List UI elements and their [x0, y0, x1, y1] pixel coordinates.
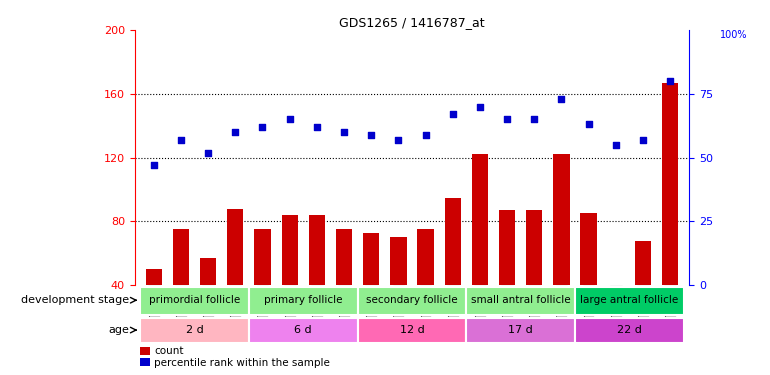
Bar	[467, 318, 575, 344]
Point	[229, 129, 242, 135]
Bar	[467, 287, 575, 315]
Bar	[254, 230, 270, 285]
Text: count: count	[154, 346, 184, 356]
Bar	[608, 285, 624, 288]
Bar	[140, 358, 150, 366]
Point	[310, 124, 323, 130]
Text: small antral follicle: small antral follicle	[470, 295, 571, 305]
Bar	[526, 210, 542, 285]
Point	[256, 124, 269, 130]
Bar	[634, 241, 651, 285]
Point	[202, 150, 214, 156]
Bar	[357, 287, 467, 315]
Text: GSM75720: GSM75720	[448, 287, 457, 336]
Bar	[581, 213, 597, 285]
Text: GSM75730: GSM75730	[611, 287, 621, 336]
Text: GSM75724: GSM75724	[503, 287, 511, 336]
Text: 22 d: 22 d	[617, 325, 642, 335]
Bar	[357, 318, 467, 344]
Text: GSM75727: GSM75727	[557, 287, 566, 336]
Text: GSM75714: GSM75714	[231, 287, 239, 336]
Bar	[499, 210, 515, 285]
Point	[365, 132, 377, 138]
Text: GSM75722: GSM75722	[475, 287, 484, 336]
Bar	[282, 215, 298, 285]
Text: GSM75719: GSM75719	[421, 287, 430, 336]
Point	[420, 132, 432, 138]
Point	[501, 116, 514, 122]
Bar	[146, 269, 162, 285]
Text: 100%: 100%	[720, 30, 747, 40]
Bar	[575, 287, 684, 315]
Bar	[554, 154, 570, 285]
Point	[528, 116, 541, 122]
Bar	[417, 230, 434, 285]
Point	[610, 142, 622, 148]
Text: secondary follicle: secondary follicle	[367, 295, 457, 305]
Text: GSM75725: GSM75725	[530, 287, 539, 336]
Text: GSM74061: GSM74061	[285, 287, 294, 336]
Point	[447, 111, 459, 117]
Bar	[662, 82, 678, 285]
Bar	[390, 237, 407, 285]
Text: GSM75708: GSM75708	[149, 287, 159, 336]
Point	[582, 122, 594, 128]
Text: GSM75712: GSM75712	[203, 287, 213, 336]
Text: large antral follicle: large antral follicle	[581, 295, 678, 305]
Bar	[140, 318, 249, 344]
Bar	[363, 232, 380, 285]
Text: primordial follicle: primordial follicle	[149, 295, 240, 305]
Point	[392, 137, 404, 143]
Bar	[249, 318, 357, 344]
Point	[148, 162, 160, 168]
Point	[283, 116, 296, 122]
Text: 12 d: 12 d	[400, 325, 424, 335]
Text: GSM74062: GSM74062	[313, 287, 321, 336]
Text: GSM75729: GSM75729	[584, 287, 593, 336]
Bar	[309, 215, 325, 285]
Bar	[249, 287, 357, 315]
Text: age: age	[109, 325, 129, 335]
Text: 2 d: 2 d	[186, 325, 203, 335]
Bar	[444, 198, 461, 285]
Text: GSM75717: GSM75717	[394, 287, 403, 336]
Point	[664, 78, 676, 84]
Text: percentile rank within the sample: percentile rank within the sample	[154, 357, 330, 368]
Point	[175, 137, 187, 143]
Text: 17 d: 17 d	[508, 325, 533, 335]
Text: GSM75733: GSM75733	[665, 287, 675, 336]
Title: GDS1265 / 1416787_at: GDS1265 / 1416787_at	[339, 16, 485, 29]
Text: 6 d: 6 d	[294, 325, 312, 335]
Point	[474, 104, 486, 110]
Bar	[336, 230, 352, 285]
Bar	[575, 318, 684, 344]
Text: GSM75732: GSM75732	[638, 287, 648, 336]
Text: GSM74063: GSM74063	[340, 287, 349, 336]
Bar	[140, 347, 150, 355]
Text: GSM75710: GSM75710	[176, 287, 186, 336]
Point	[637, 137, 649, 143]
Text: primary follicle: primary follicle	[264, 295, 343, 305]
Point	[555, 96, 567, 102]
Text: GSM74060: GSM74060	[258, 287, 267, 336]
Bar	[472, 154, 488, 285]
Text: GSM75715: GSM75715	[367, 287, 376, 336]
Bar	[140, 287, 249, 315]
Point	[338, 129, 350, 135]
Bar	[200, 258, 216, 285]
Text: development stage: development stage	[21, 295, 129, 305]
Bar	[172, 230, 189, 285]
Bar	[227, 209, 243, 285]
